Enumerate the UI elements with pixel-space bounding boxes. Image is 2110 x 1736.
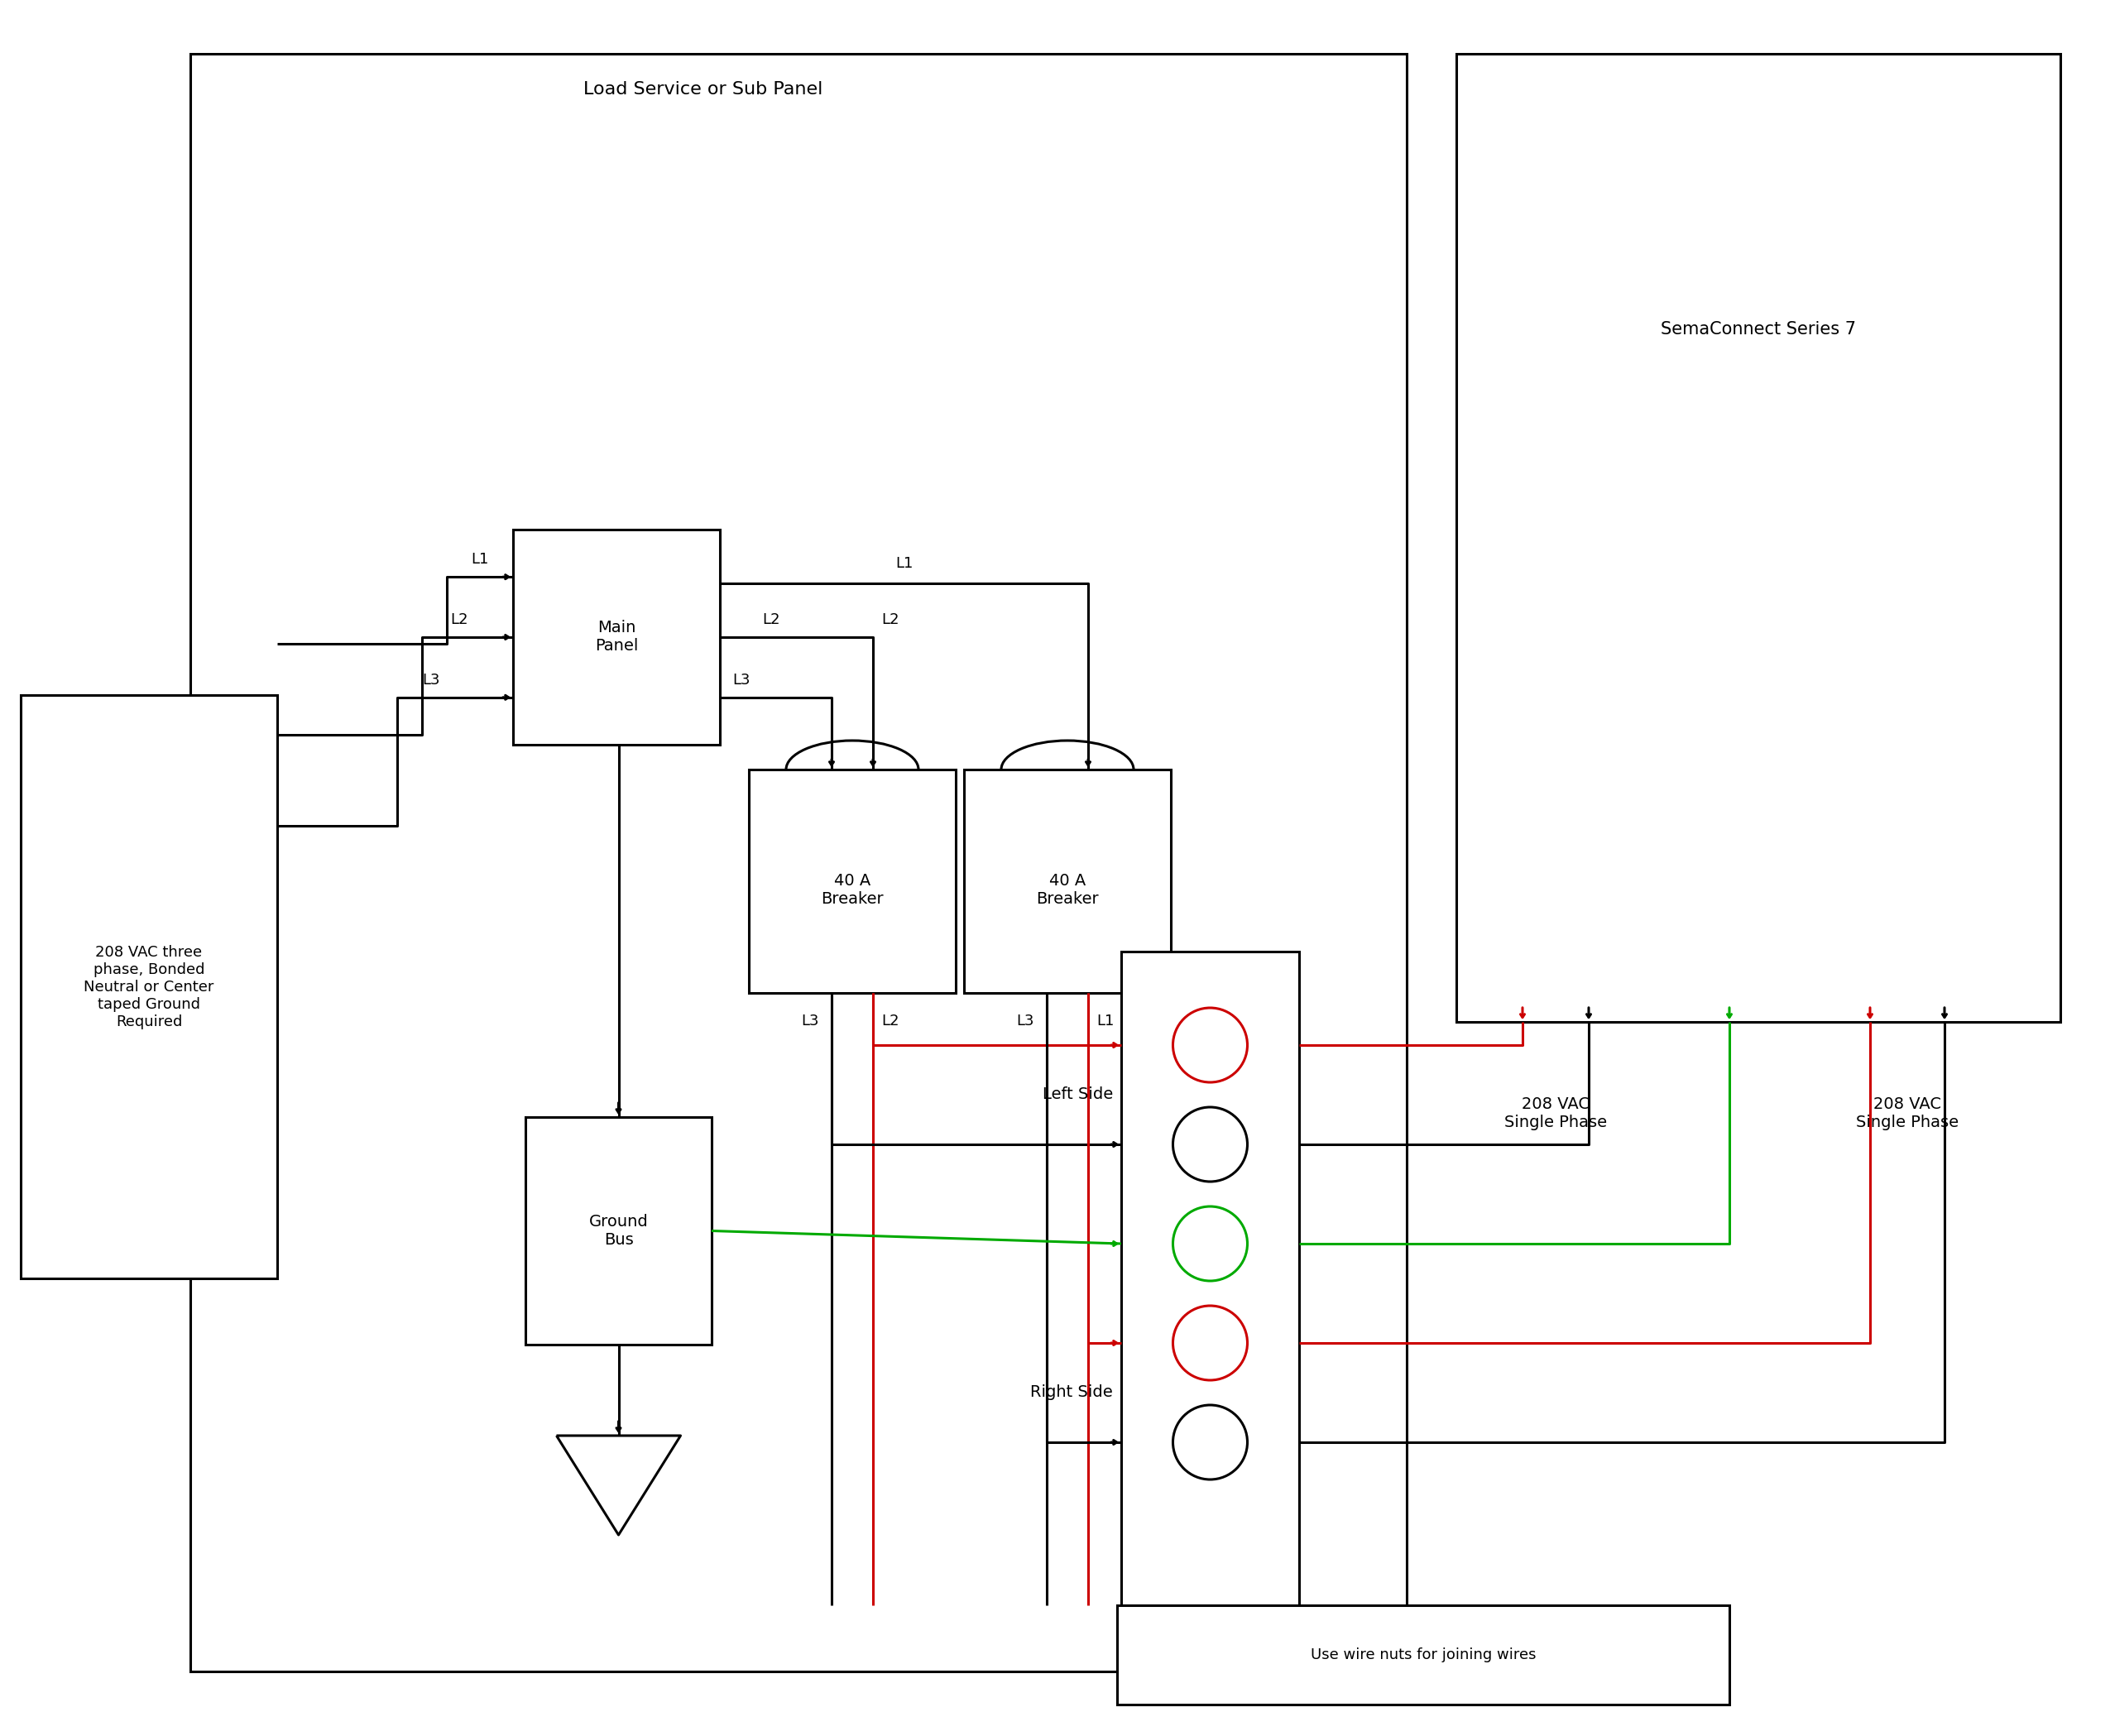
Text: L3: L3 [802, 1014, 819, 1028]
Text: Ground
Bus: Ground Bus [589, 1213, 648, 1248]
Circle shape [1173, 1305, 1247, 1380]
Text: L3: L3 [422, 672, 439, 687]
Text: Main
Panel: Main Panel [595, 620, 637, 654]
Text: L3: L3 [732, 672, 749, 687]
Bar [190, 54, 1407, 1672]
Text: Load Service or Sub Panel: Load Service or Sub Panel [584, 82, 823, 97]
Bar [749, 769, 956, 993]
Bar [21, 694, 276, 1278]
Text: L1: L1 [1097, 1014, 1114, 1028]
Circle shape [1173, 1207, 1247, 1281]
Text: Use wire nuts for joining wires: Use wire nuts for joining wires [1310, 1647, 1536, 1663]
Text: L2: L2 [882, 613, 899, 627]
Bar [1116, 1606, 1730, 1705]
Text: L2: L2 [449, 613, 468, 627]
Text: Right Side: Right Side [1030, 1385, 1112, 1401]
Text: SemaConnect Series 7: SemaConnect Series 7 [1661, 321, 1857, 337]
Bar [1456, 54, 2059, 1023]
Text: L2: L2 [762, 613, 781, 627]
Circle shape [1173, 1404, 1247, 1479]
Circle shape [1173, 1009, 1247, 1082]
Text: L2: L2 [882, 1014, 899, 1028]
Circle shape [1173, 1108, 1247, 1182]
Bar [1120, 951, 1300, 1606]
Text: L3: L3 [1017, 1014, 1034, 1028]
Text: 208 VAC three
phase, Bonded
Neutral or Center
taped Ground
Required: 208 VAC three phase, Bonded Neutral or C… [84, 946, 213, 1029]
Text: Left Side: Left Side [1042, 1087, 1112, 1102]
Text: 40 A
Breaker: 40 A Breaker [1036, 873, 1099, 906]
Text: 40 A
Breaker: 40 A Breaker [821, 873, 884, 906]
Bar [513, 529, 720, 745]
Text: L1: L1 [895, 556, 914, 571]
Bar [525, 1116, 711, 1345]
Text: 208 VAC
Single Phase: 208 VAC Single Phase [1504, 1095, 1608, 1130]
Bar [964, 769, 1171, 993]
Text: 208 VAC
Single Phase: 208 VAC Single Phase [1857, 1095, 1958, 1130]
Text: L1: L1 [471, 552, 490, 568]
